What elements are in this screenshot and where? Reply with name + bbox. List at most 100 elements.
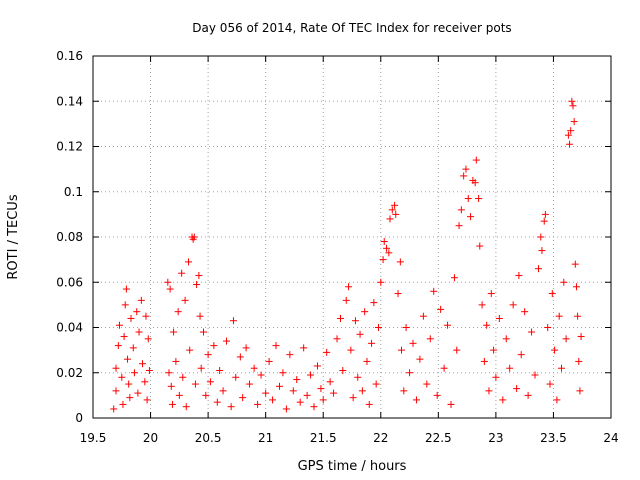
data-point [377, 278, 385, 286]
data-point [492, 373, 500, 381]
data-point [460, 172, 468, 180]
data-point [242, 344, 250, 352]
data-point [142, 312, 150, 320]
data-point [478, 301, 486, 309]
data-point [272, 342, 280, 350]
data-point [380, 238, 388, 246]
data-point [349, 394, 357, 402]
data-point [455, 222, 463, 230]
data-point [361, 308, 369, 316]
data-point [227, 403, 235, 411]
data-point [120, 333, 128, 341]
data-point [416, 355, 424, 363]
data-point [450, 274, 458, 282]
data-point [430, 287, 438, 295]
data-point [110, 405, 118, 413]
data-point [471, 179, 479, 187]
data-point [138, 360, 146, 368]
data-point [487, 290, 495, 298]
data-point [200, 328, 208, 336]
y-tick-label: 0.16 [56, 49, 83, 63]
data-point [124, 355, 132, 363]
data-points [110, 97, 585, 413]
data-point [300, 344, 308, 352]
data-point [175, 391, 183, 399]
data-point [323, 348, 331, 356]
data-point [114, 342, 122, 350]
data-point [115, 321, 123, 329]
data-point [372, 380, 380, 388]
data-point [555, 312, 563, 320]
data-point [279, 369, 287, 377]
x-tick-label: 21 [258, 431, 273, 445]
data-point [319, 396, 327, 404]
data-point [336, 314, 344, 322]
data-point [513, 385, 521, 393]
y-axis-label: ROTI / TECUs [6, 194, 21, 279]
data-point [576, 387, 584, 395]
data-point [122, 285, 130, 293]
data-point [178, 269, 186, 277]
data-point [210, 342, 218, 350]
data-point [182, 403, 190, 411]
data-point [569, 102, 577, 110]
data-point [181, 296, 189, 304]
x-axis-label: GPS time / hours [298, 459, 407, 474]
data-point [402, 324, 410, 331]
data-point [560, 278, 568, 286]
y-tick-label: 0.12 [56, 140, 83, 154]
data-point [363, 357, 371, 365]
data-point [528, 328, 536, 336]
data-point [419, 312, 427, 320]
data-point [213, 398, 221, 406]
data-point [475, 195, 483, 203]
data-point [515, 271, 523, 279]
x-tick-label: 22.5 [425, 431, 452, 445]
data-point [275, 382, 283, 390]
data-point [538, 247, 546, 255]
data-point [553, 396, 561, 404]
data-point [145, 366, 153, 374]
data-point [179, 373, 187, 381]
data-point [289, 387, 297, 395]
data-point [566, 140, 574, 148]
data-point [524, 391, 532, 399]
data-point [531, 371, 539, 379]
data-point [135, 328, 143, 336]
data-point [129, 344, 137, 352]
y-tick-label: 0.02 [56, 366, 83, 380]
data-point [112, 364, 120, 372]
x-tick-label: 21.5 [310, 431, 337, 445]
data-point [330, 389, 338, 397]
x-tick-label: 19.5 [80, 431, 107, 445]
axis-ticks: 19.5 20 20.5 21 21.5 22 22.5 23 23.5 24 0 0.02 0.04 0… [56, 49, 618, 445]
data-point [392, 210, 400, 218]
data-point [167, 382, 175, 390]
data-point [564, 131, 572, 139]
data-point [168, 400, 176, 408]
data-point [506, 364, 514, 372]
data-point [141, 378, 149, 386]
data-point [186, 346, 194, 354]
data-point [423, 380, 431, 388]
data-point [440, 364, 448, 372]
data-point [467, 213, 475, 221]
data-point [490, 346, 498, 354]
data-point [567, 127, 575, 135]
chart-title: Day 056 of 2014, Rate Of TEC Index for r… [192, 21, 511, 35]
data-point [206, 378, 214, 386]
data-point [541, 210, 549, 218]
y-tick-label: 0 [75, 411, 83, 425]
y-tick-label: 0.08 [56, 230, 83, 244]
data-point [219, 387, 227, 395]
y-tick-label: 0.1 [64, 185, 83, 199]
data-point [351, 317, 359, 325]
data-point [130, 369, 138, 377]
data-point [342, 296, 350, 304]
data-point [345, 283, 353, 291]
data-point [190, 233, 198, 241]
data-point [165, 369, 173, 377]
data-point [394, 290, 402, 298]
data-point [143, 396, 151, 404]
